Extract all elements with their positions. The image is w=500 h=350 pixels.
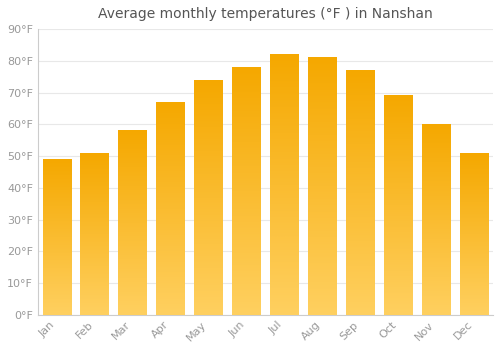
Title: Average monthly temperatures (°F ) in Nanshan: Average monthly temperatures (°F ) in Na… — [98, 7, 433, 21]
